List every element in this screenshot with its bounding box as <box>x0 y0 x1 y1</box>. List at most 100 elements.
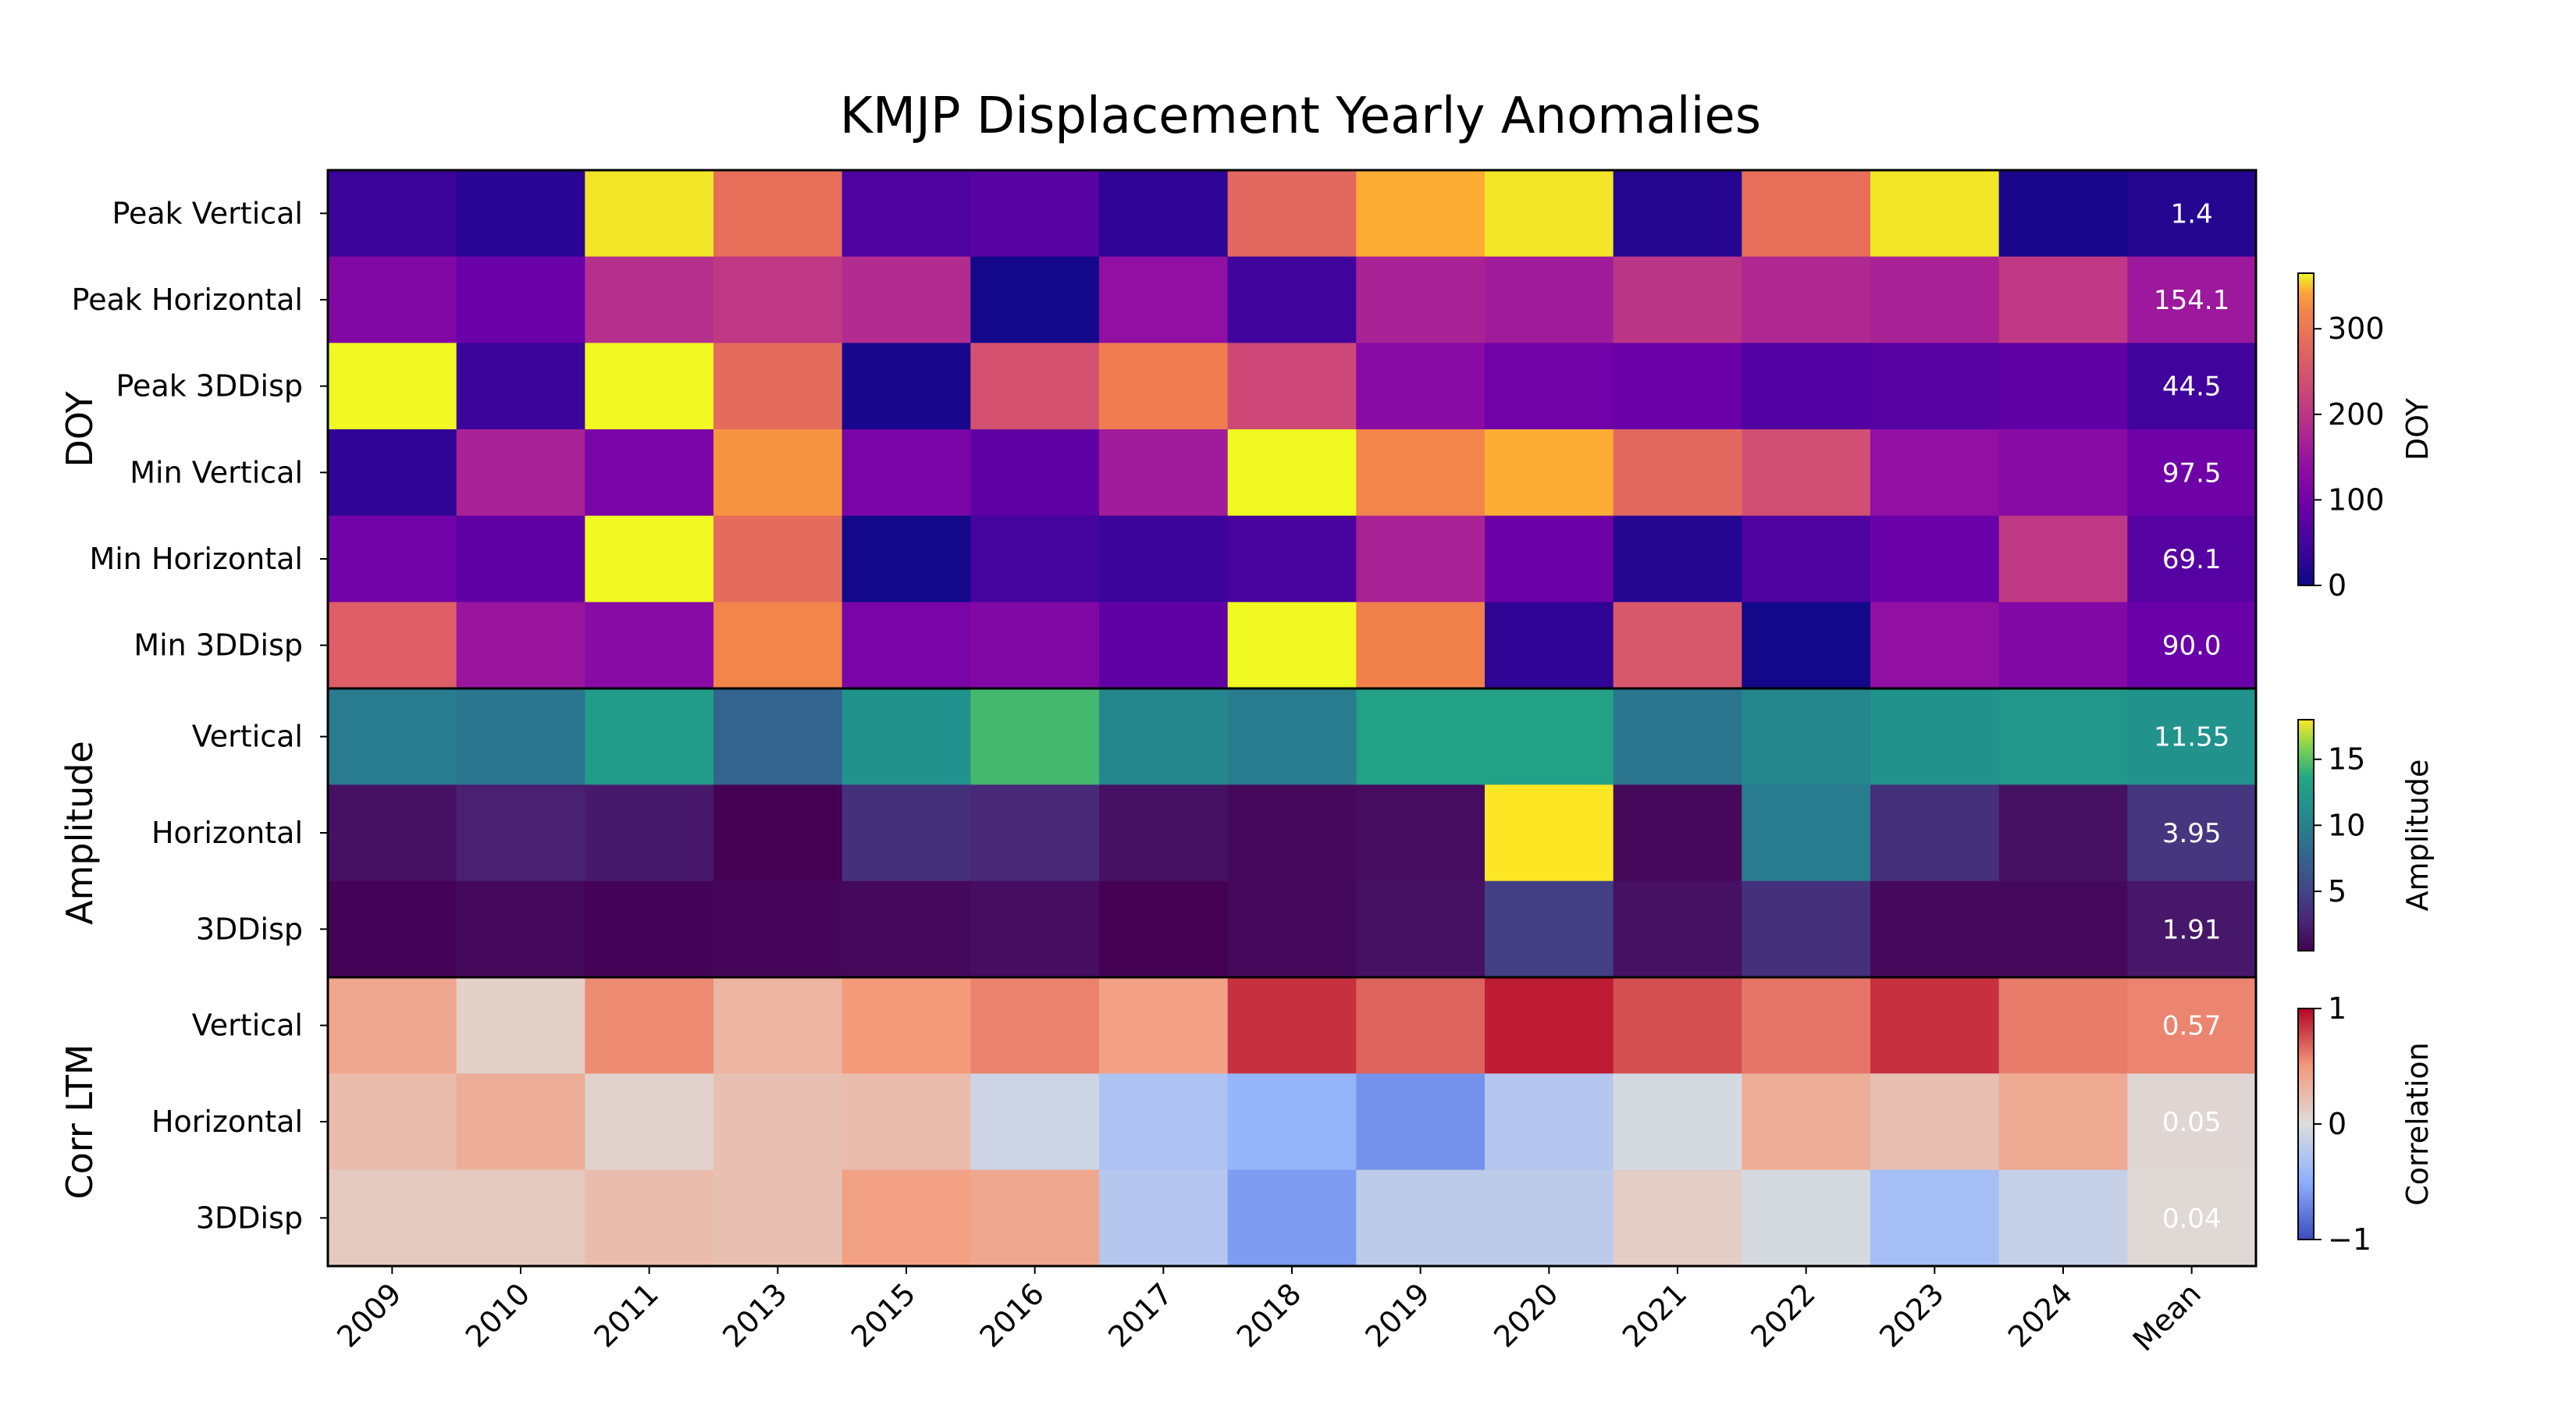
heatmap-cell <box>1613 688 1742 785</box>
heatmap-cell <box>970 515 1100 603</box>
row-label: Min Vertical <box>130 455 303 489</box>
heatmap-cell <box>970 688 1100 785</box>
heatmap-cell <box>713 343 843 430</box>
heatmap-cell <box>713 602 843 689</box>
heatmap-cell <box>585 688 714 785</box>
heatmap-cell <box>585 170 714 258</box>
row-labels: Peak Vertical Peak Horizontal Peak 3DDisp M… <box>59 196 303 1235</box>
heatmap-cell <box>1227 688 1357 785</box>
column-label: 2009 <box>330 1276 408 1354</box>
heatmap-cell <box>1099 343 1229 430</box>
heatmap-cell <box>1613 256 1742 343</box>
heatmap-cell <box>1227 1073 1357 1171</box>
heatmap-cell <box>1356 784 1485 882</box>
row-label: Peak Vertical <box>112 196 303 230</box>
heatmap-cells: 1.4 154.1 44.5 97.5 69.1 90.0 11.55 3.95 1.91 0.5… <box>328 170 2257 1267</box>
row-label: Peak 3DDisp <box>116 369 304 404</box>
heatmap-cell <box>1742 977 1871 1074</box>
heatmap-cell <box>456 429 585 517</box>
heatmap-cell <box>713 429 843 517</box>
heatmap-cell <box>456 688 585 785</box>
heatmap-cell <box>1356 256 1485 343</box>
heatmap-cell <box>970 880 1100 978</box>
colorbar-tick-label: 100 <box>2328 482 2385 517</box>
heatmap-cell <box>328 602 457 689</box>
heatmap-cell <box>456 170 585 258</box>
heatmap-cell <box>841 170 971 258</box>
heatmap-cell <box>585 515 714 603</box>
heatmap-cell <box>1742 784 1871 882</box>
heatmap-cell <box>1998 515 2128 603</box>
heatmap-cell <box>841 515 971 603</box>
heatmap-cell <box>1998 170 2128 258</box>
heatmap-cell <box>1099 784 1229 882</box>
heatmap-cell <box>1613 343 1742 430</box>
heatmap-cell <box>1998 688 2128 785</box>
heatmap-cell <box>585 784 714 882</box>
heatmap-cell <box>1742 515 1871 603</box>
heatmap-cell <box>1742 1073 1871 1171</box>
heatmap-cell <box>1485 1169 1614 1267</box>
colorbar-label: Correlation <box>2400 1042 2435 1206</box>
heatmap-cell <box>1870 784 2000 882</box>
heatmap-cell <box>1485 515 1614 603</box>
heatmap-cell <box>2127 784 2257 882</box>
heatmap-cell <box>328 1169 457 1267</box>
heatmap-cell <box>1099 880 1229 978</box>
heatmap-cell <box>1356 515 1485 603</box>
heatmap-cell <box>1099 170 1229 258</box>
heatmap-cell <box>713 784 843 882</box>
heatmap-cell <box>585 343 714 430</box>
column-label: 2015 <box>845 1276 923 1354</box>
group-label: Amplitude <box>59 741 101 925</box>
heatmap-cell <box>1613 170 1742 258</box>
heatmap-cell <box>2127 429 2257 517</box>
mean-value-label: 11.55 <box>2154 722 2229 753</box>
heatmap-cell <box>1998 256 2128 343</box>
heatmap-cell <box>1227 977 1357 1074</box>
heatmap-cell <box>1356 688 1485 785</box>
heatmap-cell <box>1998 977 2128 1074</box>
heatmap-cell <box>1998 429 2128 517</box>
heatmap-cell <box>1742 170 1871 258</box>
heatmap-cell <box>1613 784 1742 882</box>
heatmap-cell <box>841 688 971 785</box>
row-label: 3DDisp <box>196 1200 303 1235</box>
colorbar-tick-label: 200 <box>2328 397 2385 432</box>
heatmap-cell <box>841 256 971 343</box>
heatmap-cell <box>328 977 457 1074</box>
heatmap-cell <box>456 784 585 882</box>
heatmap-cell <box>970 1169 1100 1267</box>
heatmap-cell <box>841 880 971 978</box>
heatmap-cell <box>1227 784 1357 882</box>
row-label: Min 3DDisp <box>133 628 303 663</box>
heatmap-cell <box>970 256 1100 343</box>
heatmap-cell <box>841 343 971 430</box>
heatmap-cell <box>713 977 843 1074</box>
heatmap-cell <box>456 602 585 689</box>
heatmap-cell <box>1485 170 1614 258</box>
heatmap-cell <box>2127 256 2257 343</box>
heatmap-cell <box>328 1073 457 1171</box>
heatmap-cell <box>841 602 971 689</box>
heatmap-cell <box>841 1073 971 1171</box>
heatmap-cell <box>456 515 585 603</box>
colorbar-tick-label: 300 <box>2328 311 2385 346</box>
group-label: DOY <box>59 390 101 467</box>
heatmap-cell <box>1485 977 1614 1074</box>
heatmap-cell <box>1742 343 1871 430</box>
row-label: Peak Horizontal <box>72 283 303 317</box>
heatmap-cell <box>1099 515 1229 603</box>
heatmap-cell <box>328 880 457 978</box>
heatmap-cell <box>585 602 714 689</box>
heatmap-cell <box>456 977 585 1074</box>
colorbar-tick-label: −1 <box>2328 1222 2371 1257</box>
heatmap-cell <box>1613 429 1742 517</box>
heatmap-cell <box>585 1169 714 1267</box>
heatmap-cell <box>585 429 714 517</box>
heatmap-cell <box>841 1169 971 1267</box>
heatmap-cell <box>1613 880 1742 978</box>
heatmap-cell <box>1356 602 1485 689</box>
mean-value-label: 69.1 <box>2162 544 2222 575</box>
